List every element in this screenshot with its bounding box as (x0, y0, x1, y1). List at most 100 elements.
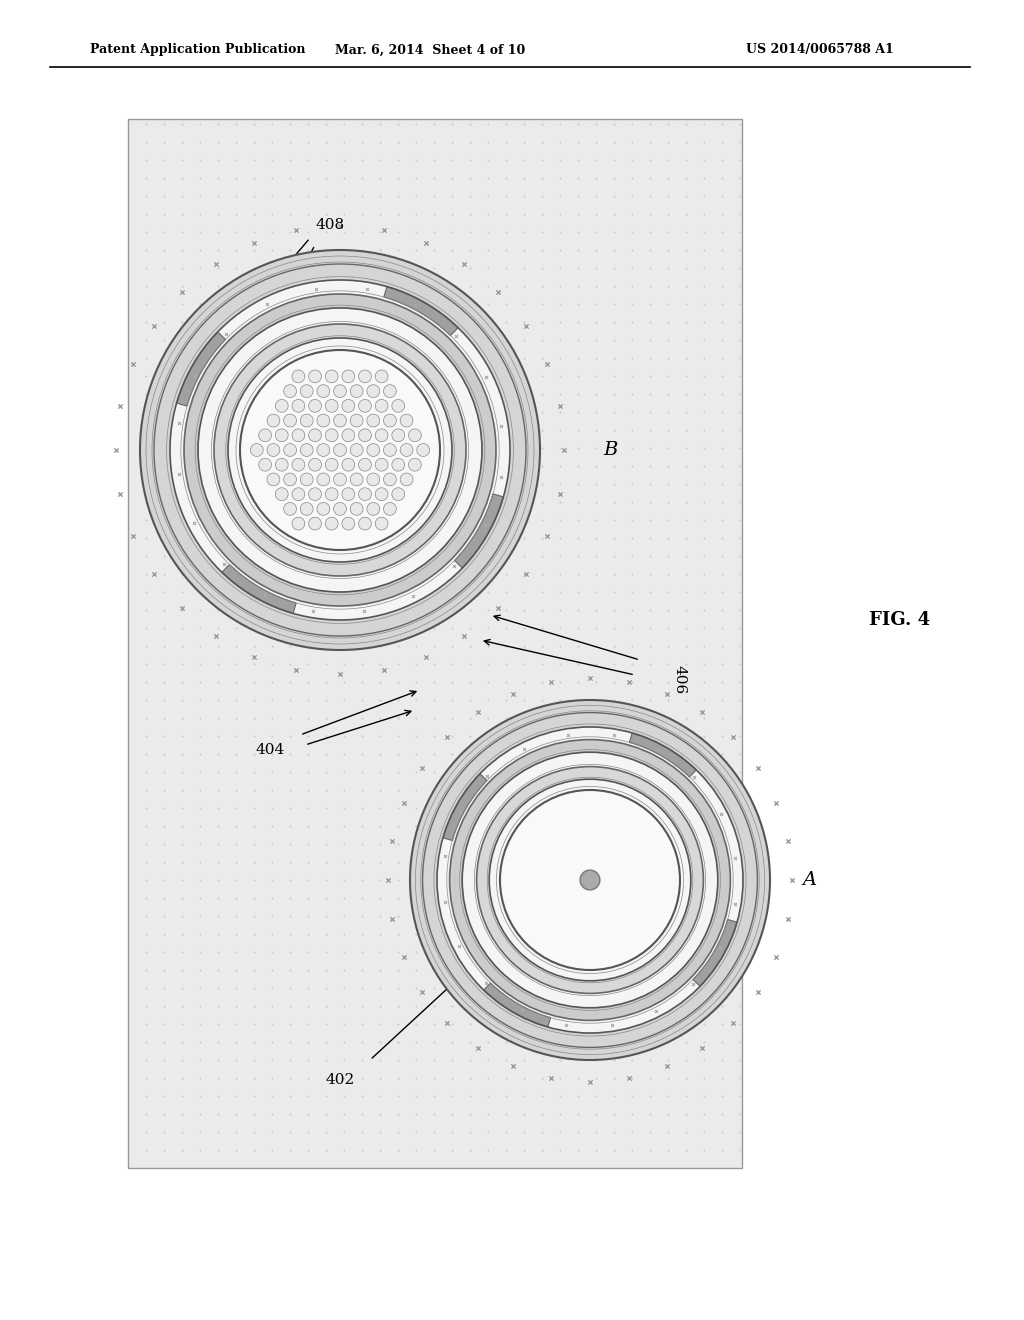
Circle shape (410, 700, 770, 1060)
Text: Mar. 6, 2014  Sheet 4 of 10: Mar. 6, 2014 Sheet 4 of 10 (335, 44, 525, 57)
Circle shape (334, 503, 346, 515)
Wedge shape (384, 286, 458, 335)
Text: 408: 408 (315, 218, 344, 232)
Circle shape (284, 473, 297, 486)
Circle shape (437, 727, 743, 1034)
Circle shape (400, 473, 413, 486)
Circle shape (317, 444, 330, 457)
Circle shape (392, 488, 404, 500)
Circle shape (170, 280, 510, 620)
Circle shape (284, 503, 297, 515)
Circle shape (267, 444, 280, 457)
Circle shape (342, 400, 354, 412)
Text: 402: 402 (326, 1073, 354, 1086)
Circle shape (140, 249, 540, 649)
Circle shape (284, 384, 297, 397)
Circle shape (275, 429, 288, 442)
Circle shape (409, 429, 421, 442)
Circle shape (228, 338, 452, 562)
Circle shape (358, 370, 372, 383)
Circle shape (367, 503, 380, 515)
Circle shape (392, 429, 404, 442)
Circle shape (308, 517, 322, 531)
Circle shape (350, 414, 364, 426)
Circle shape (308, 400, 322, 412)
Text: US 2014/0065788 A1: US 2014/0065788 A1 (746, 44, 894, 57)
Circle shape (259, 429, 271, 442)
Circle shape (326, 517, 338, 531)
Circle shape (358, 429, 372, 442)
Circle shape (308, 488, 322, 500)
Circle shape (292, 429, 305, 442)
Circle shape (317, 384, 330, 397)
Circle shape (342, 488, 354, 500)
Wedge shape (455, 494, 504, 568)
Text: 406: 406 (673, 665, 687, 694)
Circle shape (350, 444, 364, 457)
Circle shape (317, 414, 330, 426)
Circle shape (392, 400, 404, 412)
Wedge shape (483, 983, 551, 1027)
Circle shape (198, 308, 482, 591)
Circle shape (251, 444, 263, 457)
Circle shape (300, 444, 313, 457)
Circle shape (140, 249, 540, 649)
Circle shape (375, 488, 388, 500)
Circle shape (476, 767, 703, 994)
Circle shape (375, 429, 388, 442)
Circle shape (275, 400, 288, 412)
Circle shape (367, 473, 380, 486)
Circle shape (334, 444, 346, 457)
Circle shape (267, 473, 280, 486)
Circle shape (417, 444, 430, 457)
Circle shape (334, 473, 346, 486)
Wedge shape (176, 331, 225, 407)
Circle shape (292, 400, 305, 412)
Circle shape (334, 384, 346, 397)
Circle shape (326, 429, 338, 442)
Circle shape (342, 458, 354, 471)
Circle shape (326, 488, 338, 500)
Wedge shape (693, 920, 737, 986)
Circle shape (300, 473, 313, 486)
Text: B: B (603, 441, 617, 459)
Circle shape (292, 458, 305, 471)
Circle shape (342, 370, 354, 383)
Circle shape (400, 414, 413, 426)
Circle shape (500, 789, 680, 970)
Circle shape (375, 370, 388, 383)
Circle shape (308, 429, 322, 442)
Circle shape (384, 444, 396, 457)
Text: 404: 404 (255, 743, 285, 756)
Circle shape (581, 870, 600, 890)
Circle shape (410, 700, 770, 1060)
Circle shape (326, 458, 338, 471)
Circle shape (384, 414, 396, 426)
Circle shape (308, 370, 322, 383)
Circle shape (367, 384, 380, 397)
Circle shape (358, 488, 372, 500)
Circle shape (358, 458, 372, 471)
Circle shape (375, 458, 388, 471)
Circle shape (300, 503, 313, 515)
Circle shape (350, 384, 364, 397)
Circle shape (275, 458, 288, 471)
Circle shape (489, 779, 691, 981)
Circle shape (367, 414, 380, 426)
Text: Patent Application Publication: Patent Application Publication (90, 44, 305, 57)
Circle shape (284, 414, 297, 426)
Circle shape (292, 488, 305, 500)
Circle shape (326, 400, 338, 412)
Circle shape (350, 473, 364, 486)
Circle shape (400, 444, 413, 457)
Text: FIG. 4: FIG. 4 (869, 611, 931, 630)
Circle shape (350, 503, 364, 515)
Circle shape (275, 488, 288, 500)
Circle shape (308, 458, 322, 471)
Circle shape (342, 517, 354, 531)
Circle shape (259, 458, 271, 471)
Circle shape (384, 503, 396, 515)
Circle shape (326, 370, 338, 383)
Circle shape (358, 400, 372, 412)
Circle shape (409, 458, 421, 471)
